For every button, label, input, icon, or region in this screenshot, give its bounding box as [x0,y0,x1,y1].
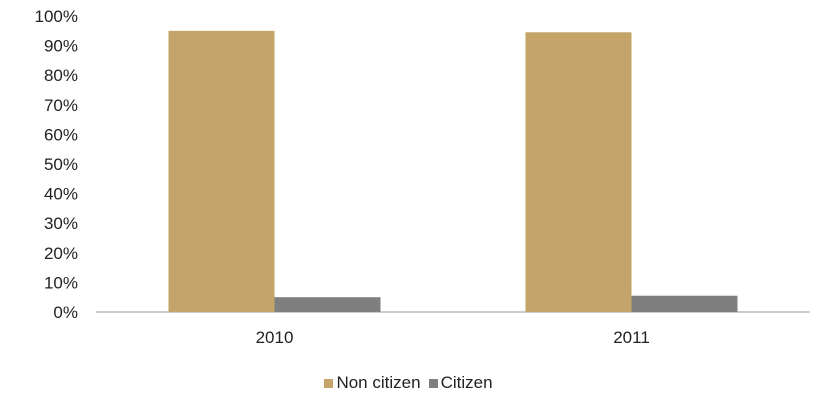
x-tick-label-2011: 2011 [613,328,650,347]
bar-chart: 0%10%20%30%40%50%60%70%80%90%100% 2010 20… [35,7,810,347]
y-tick-label: 50% [44,155,78,174]
bar-citizen-2010 [274,297,381,312]
y-tick-label: 60% [44,125,78,144]
y-tick-label: 40% [44,185,78,204]
y-tick-label: 30% [44,214,78,233]
y-tick-label: 0% [53,303,78,322]
y-axis-tick-labels: 0% 10% 20% 30% 40% 50% 60% 70% 80% 90% 100% [35,7,78,322]
legend-item-non-citizen: Non citizen [324,373,421,393]
legend-swatch-non-citizen [324,378,334,388]
legend-item-citizen: Citizen [428,373,493,393]
y-tick-label: 100% [35,7,78,26]
legend: Non citizen Citizen [0,372,817,394]
y-tick-label: 80% [44,66,78,85]
y-tick-label: 20% [44,244,78,263]
y-tick-label: 90% [44,37,78,56]
legend-label-citizen: Citizen [440,373,493,392]
x-tick-label-2010: 2010 [256,328,294,347]
x-axis-category-labels: 2010 2011 [256,328,650,347]
bar-non-citizen-2011 [525,32,632,312]
bar-non-citizen-2010 [168,30,275,313]
legend-swatch-citizen [428,378,438,388]
y-tick-label: 70% [44,96,78,115]
bars [168,30,738,313]
legend-label-non-citizen: Non citizen [336,373,421,392]
y-tick-label: 10% [44,273,78,292]
bar-citizen-2011 [631,295,738,312]
